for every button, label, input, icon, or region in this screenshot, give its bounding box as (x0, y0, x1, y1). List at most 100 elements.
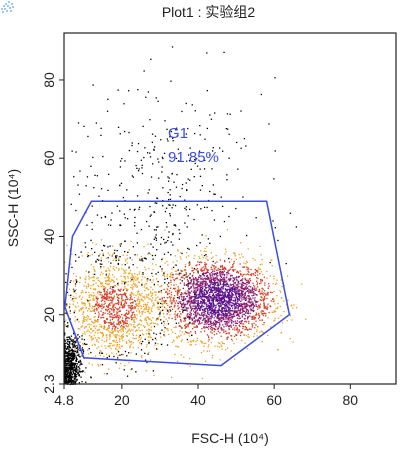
event-point (87, 349, 89, 351)
event-point (184, 264, 187, 266)
event-point (81, 335, 83, 337)
event-point (81, 371, 83, 373)
event-point (74, 297, 76, 300)
event-point (64, 357, 66, 359)
event-point (120, 275, 122, 277)
event-point (134, 283, 136, 285)
event-point (64, 371, 66, 373)
event-point (199, 290, 201, 293)
event-point (201, 292, 204, 295)
event-point (283, 311, 285, 313)
event-point (105, 257, 108, 259)
event-point (183, 320, 185, 322)
event-point (144, 276, 146, 279)
event-point (130, 298, 132, 300)
event-point (168, 177, 170, 179)
event-point (64, 377, 67, 379)
event-point (128, 267, 130, 269)
event-point (169, 136, 171, 138)
event-point (195, 292, 197, 294)
event-point (169, 204, 171, 206)
event-point (75, 367, 78, 369)
event-point (184, 274, 186, 276)
event-point (146, 333, 148, 335)
event-point (81, 326, 83, 328)
event-point (183, 284, 186, 286)
event-point (191, 307, 193, 309)
event-point (193, 308, 195, 310)
event-point (217, 328, 219, 330)
event-point (205, 290, 207, 292)
event-point (207, 199, 210, 202)
event-point (172, 204, 174, 206)
event-point (273, 320, 275, 322)
event-point (104, 320, 106, 322)
event-point (66, 372, 68, 375)
event-point (189, 322, 191, 324)
event-point (261, 290, 263, 292)
event-point (223, 282, 225, 284)
event-point (212, 256, 214, 258)
event-point (209, 114, 211, 116)
event-point (210, 118, 213, 120)
event-points (64, 46, 307, 386)
event-point (102, 333, 104, 335)
event-point (174, 316, 176, 318)
event-point (242, 310, 245, 313)
event-point (248, 300, 250, 302)
event-point (234, 255, 236, 257)
event-point (121, 345, 124, 347)
event-point (107, 345, 110, 347)
event-point (185, 290, 187, 292)
event-point (99, 293, 101, 296)
event-point (117, 357, 119, 359)
event-point (123, 283, 126, 285)
event-point (187, 302, 189, 304)
event-point (123, 369, 125, 371)
event-point (178, 306, 180, 309)
event-point (198, 316, 200, 319)
event-point (68, 351, 70, 353)
event-point (165, 290, 167, 293)
event-point (140, 324, 142, 326)
event-point (206, 309, 209, 311)
event-point (241, 284, 243, 286)
event-point (151, 133, 154, 135)
event-point (218, 314, 220, 316)
event-point (174, 318, 176, 321)
event-point (196, 309, 199, 311)
event-point (216, 293, 218, 295)
event-point (154, 202, 156, 204)
event-point (102, 297, 104, 299)
event-point (204, 273, 206, 275)
event-point (253, 310, 255, 312)
event-point (237, 272, 239, 274)
event-point (121, 317, 124, 319)
event-point (209, 242, 211, 244)
event-point (82, 313, 84, 315)
event-point (215, 282, 217, 284)
event-point (204, 309, 206, 312)
event-point (128, 149, 130, 152)
event-point (252, 257, 254, 260)
event-point (165, 207, 168, 209)
event-point (223, 296, 225, 298)
event-point (241, 279, 243, 282)
event-point (109, 270, 111, 272)
event-point (263, 300, 265, 302)
event-point (93, 187, 95, 189)
event-point (247, 336, 249, 338)
event-point (195, 290, 197, 292)
event-point (274, 310, 277, 312)
event-point (149, 253, 152, 255)
event-point (148, 189, 150, 191)
event-point (116, 334, 118, 336)
event-point (190, 299, 193, 302)
event-point (75, 375, 77, 377)
event-point (95, 321, 97, 323)
event-point (255, 302, 257, 304)
event-point (187, 341, 189, 343)
event-point (194, 132, 196, 135)
event-point (221, 266, 224, 268)
event-point (200, 289, 202, 291)
